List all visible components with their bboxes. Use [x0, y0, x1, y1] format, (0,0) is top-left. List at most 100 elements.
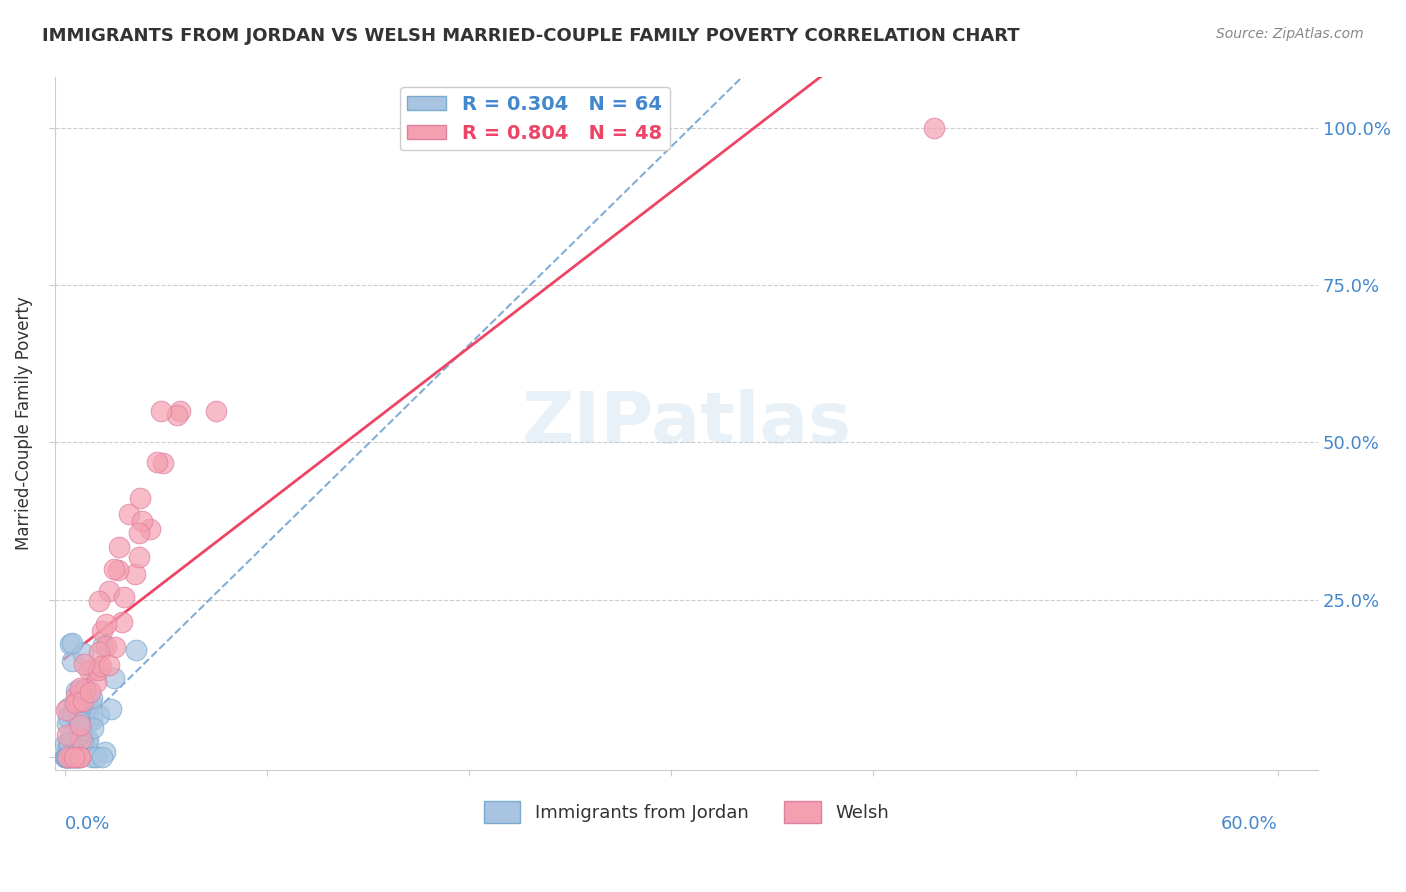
Point	[66, 750, 89, 764]
Point	[55, 750, 77, 764]
Point	[98, 583, 121, 598]
Point	[69, 681, 91, 695]
Point	[55, 728, 77, 742]
Point	[131, 514, 153, 528]
Point	[58, 750, 80, 764]
Point	[922, 120, 945, 135]
Text: Source: ZipAtlas.com: Source: ZipAtlas.com	[1216, 27, 1364, 41]
Point	[56, 709, 79, 723]
Point	[103, 562, 125, 576]
Point	[59, 637, 82, 651]
Point	[65, 711, 87, 725]
Point	[152, 456, 174, 470]
Point	[79, 685, 101, 699]
Point	[67, 695, 90, 709]
Point	[90, 659, 112, 673]
Point	[58, 739, 80, 753]
Point	[59, 750, 82, 764]
Point	[69, 750, 91, 764]
Point	[107, 563, 129, 577]
Point	[76, 733, 98, 747]
Point	[80, 696, 103, 710]
Point	[70, 732, 93, 747]
Point	[72, 733, 94, 747]
Point	[56, 750, 79, 764]
Point	[69, 719, 91, 733]
Point	[72, 694, 94, 708]
Point	[90, 624, 112, 638]
Point	[55, 717, 77, 731]
Point	[139, 522, 162, 536]
Text: 60.0%: 60.0%	[1220, 814, 1278, 833]
Point	[96, 639, 118, 653]
Point	[103, 671, 125, 685]
Point	[60, 750, 83, 764]
Point	[87, 663, 110, 677]
Point	[128, 549, 150, 564]
Point	[56, 750, 79, 764]
Point	[69, 750, 91, 764]
Point	[65, 683, 87, 698]
Point	[56, 750, 79, 764]
Point	[82, 690, 104, 705]
Point	[69, 708, 91, 723]
Point	[129, 491, 152, 505]
Point	[76, 691, 98, 706]
Point	[73, 690, 96, 704]
Point	[65, 750, 87, 764]
Point	[55, 703, 77, 717]
Point	[65, 750, 87, 764]
Point	[84, 674, 107, 689]
Point	[97, 658, 120, 673]
Point	[59, 750, 82, 764]
Point	[205, 404, 228, 418]
Point	[75, 702, 97, 716]
Point	[76, 733, 98, 747]
Point	[166, 408, 188, 422]
Point	[69, 718, 91, 732]
Point	[62, 706, 84, 721]
Point	[60, 750, 83, 764]
Point	[53, 750, 76, 764]
Point	[53, 737, 76, 751]
Point	[63, 744, 86, 758]
Point	[94, 617, 117, 632]
Point	[66, 750, 89, 764]
Point	[69, 731, 91, 746]
Point	[124, 567, 146, 582]
Point	[63, 747, 86, 762]
Point	[111, 615, 134, 629]
Point	[63, 696, 86, 710]
Point	[73, 681, 96, 696]
Point	[112, 590, 135, 604]
Point	[146, 454, 169, 468]
Y-axis label: Married-Couple Family Poverty: Married-Couple Family Poverty	[15, 297, 32, 550]
Legend: Immigrants from Jordan, Welsh: Immigrants from Jordan, Welsh	[477, 794, 896, 830]
Point	[104, 640, 127, 655]
Point	[55, 750, 77, 764]
Text: 0.0%: 0.0%	[65, 814, 110, 833]
Point	[59, 729, 82, 743]
Point	[100, 702, 122, 716]
Point	[55, 750, 77, 764]
Point	[58, 747, 80, 762]
Point	[66, 694, 89, 708]
Point	[89, 645, 111, 659]
Point	[69, 682, 91, 697]
Point	[82, 721, 104, 735]
Point	[108, 541, 131, 555]
Point	[80, 713, 103, 727]
Point	[77, 714, 100, 729]
Point	[169, 404, 191, 418]
Point	[59, 747, 82, 761]
Point	[82, 663, 104, 677]
Point	[58, 736, 80, 750]
Point	[118, 507, 141, 521]
Point	[94, 745, 117, 759]
Point	[91, 750, 114, 764]
Point	[72, 646, 94, 660]
Point	[62, 636, 84, 650]
Point	[149, 404, 172, 418]
Point	[56, 701, 79, 715]
Point	[93, 638, 115, 652]
